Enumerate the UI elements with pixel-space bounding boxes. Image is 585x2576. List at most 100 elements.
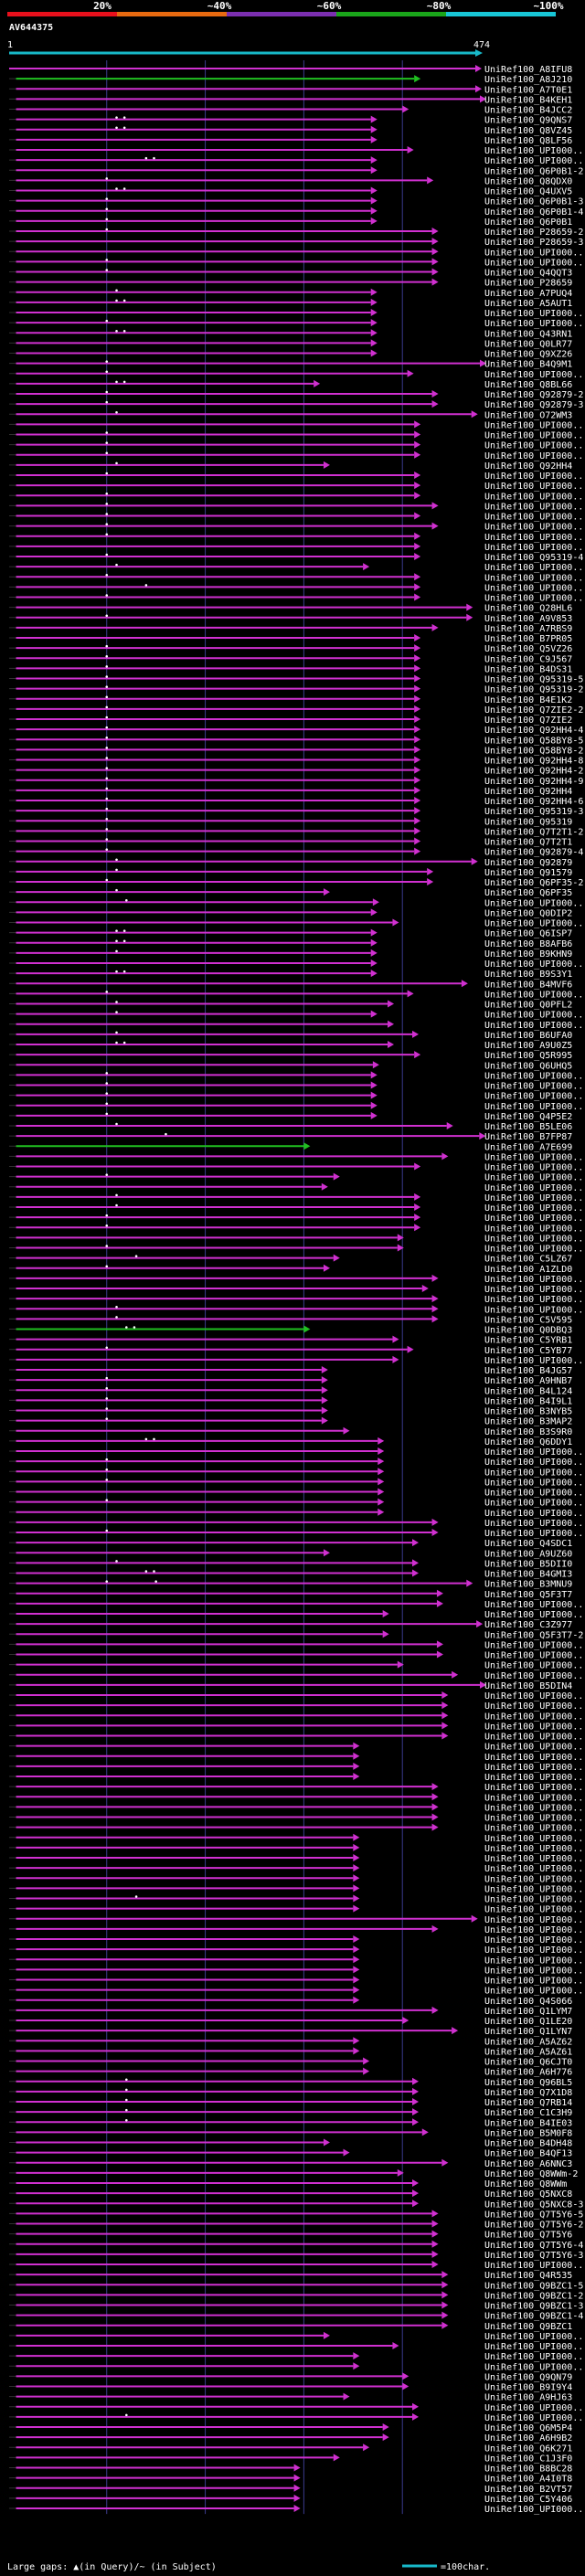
hit-label[interactable]: UniRef100_B4DS31 bbox=[484, 664, 572, 674]
hit-row[interactable]: UniRef100_UPI000... bbox=[9, 1813, 585, 1824]
hit-row[interactable]: UniRef100_B8AFB6 bbox=[9, 938, 572, 949]
hit-row[interactable]: UniRef100_UPI000... bbox=[9, 1833, 585, 1844]
hit-row[interactable]: UniRef100_UPI000... bbox=[9, 512, 585, 523]
hit-label[interactable]: UniRef100_C5YRB1 bbox=[484, 1336, 572, 1346]
hit-label[interactable]: UniRef100_UPI000... bbox=[484, 1610, 585, 1620]
hit-row[interactable]: UniRef100_A8J210 bbox=[9, 75, 572, 85]
hit-label[interactable]: UniRef100_Q91579 bbox=[484, 868, 572, 878]
hit-row[interactable]: UniRef100_UPI000... bbox=[9, 1599, 585, 1610]
hit-row[interactable]: UniRef100_B9S3Y1 bbox=[9, 970, 572, 980]
hit-row[interactable]: UniRef100_Q7T5Y6 bbox=[9, 2230, 572, 2241]
hit-label[interactable]: UniRef100_Q6PF35-2 bbox=[484, 878, 583, 888]
hit-row[interactable]: UniRef100_B2VT57 bbox=[9, 2484, 572, 2495]
hit-row[interactable]: UniRef100_B3NYB5 bbox=[9, 1406, 572, 1417]
hit-label[interactable]: UniRef100_B4E1K2 bbox=[484, 695, 572, 705]
hit-label[interactable]: UniRef100_A6NNC3 bbox=[484, 2159, 572, 2169]
hit-row[interactable]: UniRef100_Q9XZ26 bbox=[9, 349, 572, 360]
hit-row[interactable]: UniRef100_Q6PF35 bbox=[9, 888, 572, 898]
hit-label[interactable]: UniRef100_Q6ISP7 bbox=[484, 929, 572, 939]
hit-row[interactable]: UniRef100_Q9QNS7 bbox=[9, 115, 572, 126]
hit-row[interactable]: UniRef100_Q92HH4-8 bbox=[9, 756, 583, 767]
hit-label[interactable]: UniRef100_UPI000... bbox=[484, 573, 585, 583]
hit-label[interactable]: UniRef100_Q1LYN7 bbox=[484, 2027, 572, 2037]
hit-row[interactable]: UniRef100_A4I0T8 bbox=[9, 2474, 572, 2485]
hit-row[interactable]: UniRef100_Q6UHQ5 bbox=[9, 1061, 572, 1071]
hit-label[interactable]: UniRef100_UPI000... bbox=[484, 1509, 585, 1519]
hit-label[interactable]: UniRef100_A7PUQ4 bbox=[484, 289, 572, 299]
hit-row[interactable]: UniRef100_Q43RN1 bbox=[9, 329, 572, 339]
hit-label[interactable]: UniRef100_B5DII0 bbox=[484, 1559, 572, 1569]
hit-row[interactable]: UniRef100_UPI000... bbox=[9, 918, 585, 929]
hit-row[interactable]: UniRef100_UPI000... bbox=[9, 1712, 585, 1722]
hit-label[interactable]: UniRef100_UPI000... bbox=[484, 1245, 585, 1255]
hit-row[interactable]: UniRef100_UPI000... bbox=[9, 1986, 585, 1997]
hit-row[interactable]: UniRef100_UPI000... bbox=[9, 1447, 585, 1458]
hit-label[interactable]: UniRef100_O72WM3 bbox=[484, 410, 572, 420]
hit-label[interactable]: UniRef100_UPI000... bbox=[484, 2505, 585, 2515]
hit-row[interactable]: UniRef100_Q4P5E2 bbox=[9, 1111, 572, 1122]
hit-row[interactable]: UniRef100_Q58BY8-5 bbox=[9, 736, 583, 746]
hit-label[interactable]: UniRef100_Q95319-4 bbox=[484, 553, 583, 563]
hit-label[interactable]: UniRef100_Q92HH4-6 bbox=[484, 797, 583, 807]
hit-label[interactable]: UniRef100_Q9BZC1-4 bbox=[484, 2312, 583, 2322]
hit-row[interactable]: UniRef100_UPI000... bbox=[9, 1071, 585, 1081]
hit-label[interactable]: UniRef100_B4DH48 bbox=[484, 2139, 572, 2149]
hit-row[interactable]: UniRef100_UPI000... bbox=[9, 1234, 585, 1244]
hit-row[interactable]: UniRef100_C1J3F0 bbox=[9, 2454, 572, 2464]
hit-row[interactable]: UniRef100_Q9BZC1-2 bbox=[9, 2291, 583, 2301]
hit-label[interactable]: UniRef100_Q0LR77 bbox=[484, 339, 572, 349]
hit-row[interactable]: UniRef100_UPI000... bbox=[9, 1650, 585, 1661]
hit-row[interactable]: UniRef100_UPI000... bbox=[9, 2505, 585, 2515]
hit-label[interactable]: UniRef100_C5V595 bbox=[484, 1315, 572, 1325]
hit-label[interactable]: UniRef100_Q5VZ26 bbox=[484, 644, 572, 654]
hit-label[interactable]: UniRef100_Q92HH4-4 bbox=[484, 726, 583, 736]
hit-label[interactable]: UniRef100_B7PR05 bbox=[484, 634, 572, 644]
hit-row[interactable]: UniRef100_O72WM3 bbox=[9, 410, 572, 420]
hit-label[interactable]: UniRef100_UPI000... bbox=[484, 533, 585, 543]
hit-row[interactable]: UniRef100_B3MNU9 bbox=[9, 1579, 572, 1590]
hit-label[interactable]: UniRef100_B4Q9M1 bbox=[484, 360, 572, 370]
hit-label[interactable]: UniRef100_Q95319-2 bbox=[484, 685, 583, 695]
hit-row[interactable]: UniRef100_Q92HH4-9 bbox=[9, 776, 583, 787]
hit-label[interactable]: UniRef100_Q9BZC1-3 bbox=[484, 2302, 583, 2312]
hit-row[interactable]: UniRef100_Q0DIP2 bbox=[9, 908, 572, 918]
hit-row[interactable]: UniRef100_Q6P0B1 bbox=[9, 217, 572, 228]
hit-row[interactable]: UniRef100_UPI000... bbox=[9, 1691, 585, 1701]
hit-row[interactable]: UniRef100_Q8VZ45 bbox=[9, 125, 572, 136]
hit-row[interactable]: UniRef100_Q8WWm-2 bbox=[9, 2168, 578, 2179]
hit-label[interactable]: UniRef100_A9HJ63 bbox=[484, 2393, 572, 2403]
hit-label[interactable]: UniRef100_UPI000... bbox=[484, 1173, 585, 1183]
hit-label[interactable]: UniRef100_Q9XZ26 bbox=[484, 350, 572, 360]
hit-row[interactable]: UniRef100_Q92HH4-4 bbox=[9, 726, 583, 736]
hit-row[interactable]: UniRef100_UPI000... bbox=[9, 1904, 585, 1915]
hit-row[interactable]: UniRef100_UPI000... bbox=[9, 2412, 585, 2423]
hit-row[interactable]: UniRef100_Q92HH4-6 bbox=[9, 797, 583, 807]
hit-row[interactable]: UniRef100_A7PUQ4 bbox=[9, 288, 572, 299]
hit-label[interactable]: UniRef100_Q1LE20 bbox=[484, 2017, 572, 2027]
hit-row[interactable]: UniRef100_A6H9B2 bbox=[9, 2433, 572, 2443]
hit-row[interactable]: UniRef100_Q95319-5 bbox=[9, 674, 583, 685]
hit-row[interactable]: UniRef100_Q8BL66 bbox=[9, 379, 572, 390]
hit-label[interactable]: UniRef100_UPI000... bbox=[484, 146, 585, 156]
hit-row[interactable]: UniRef100_Q5R995 bbox=[9, 1051, 572, 1061]
hit-row[interactable]: UniRef100_UPI000... bbox=[9, 1701, 585, 1712]
hit-label[interactable]: UniRef100_P28659 bbox=[484, 279, 572, 289]
hit-row[interactable]: UniRef100_Q92879-2 bbox=[9, 390, 583, 400]
hit-label[interactable]: UniRef100_B4I9L1 bbox=[484, 1396, 572, 1406]
hit-row[interactable]: UniRef100_A1ZLD0 bbox=[9, 1264, 572, 1275]
hit-row[interactable]: UniRef100_UPI000... bbox=[9, 1020, 585, 1031]
hit-label[interactable]: UniRef100_UPI000... bbox=[484, 1295, 585, 1305]
hit-label[interactable]: UniRef100_A4I0T8 bbox=[484, 2475, 572, 2485]
hit-row[interactable]: UniRef100_Q1LYN7 bbox=[9, 2027, 572, 2037]
hit-label[interactable]: UniRef100_UPI000... bbox=[484, 258, 585, 268]
hit-label[interactable]: UniRef100_UPI000... bbox=[484, 1203, 585, 1214]
hit-row[interactable]: UniRef100_UPI000... bbox=[9, 258, 585, 268]
hit-row[interactable]: UniRef100_B3MAP2 bbox=[9, 1416, 572, 1427]
hit-row[interactable]: UniRef100_UPI000... bbox=[9, 1935, 585, 1945]
hit-label[interactable]: UniRef100_UPI000... bbox=[484, 1895, 585, 1905]
hit-label[interactable]: UniRef100_UPI000... bbox=[484, 1743, 585, 1753]
hit-label[interactable]: UniRef100_Q7T2T1-2 bbox=[484, 827, 583, 837]
hit-label[interactable]: UniRef100_UPI000... bbox=[484, 1966, 585, 1976]
hit-row[interactable]: UniRef100_UPI000... bbox=[9, 1295, 585, 1305]
hit-row[interactable]: UniRef100_B5LE06 bbox=[9, 1122, 572, 1132]
